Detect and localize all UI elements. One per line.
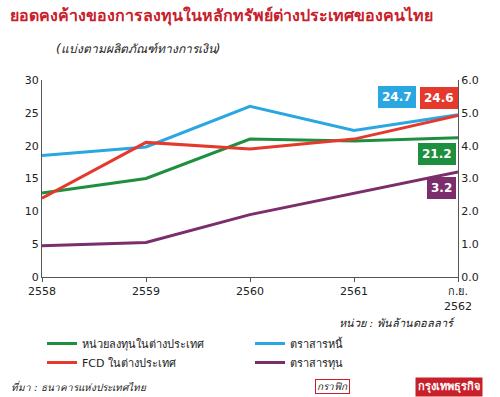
svg-text:3.2: 3.2 [431, 181, 452, 195]
svg-text:กราฟิก: กราฟิก [317, 381, 348, 392]
svg-text:15: 15 [25, 172, 39, 185]
svg-text:ตราสารหนี้: ตราสารหนี้ [290, 336, 343, 351]
svg-text:3.0: 3.0 [461, 172, 479, 185]
svg-text:20: 20 [25, 140, 39, 153]
svg-text:25: 25 [25, 107, 39, 120]
svg-text:0.0: 0.0 [461, 271, 479, 284]
svg-text:กรุงเทพธุรกิจ: กรุงเทพธุรกิจ [418, 380, 480, 394]
svg-text:6.0: 6.0 [461, 74, 479, 87]
svg-text:10: 10 [25, 205, 39, 218]
svg-text:FCD ในต่างประเทศ: FCD ในต่างประเทศ [82, 357, 176, 370]
svg-text:หน่วย : พันล้านดอลลาร์: หน่วย : พันล้านดอลลาร์ [339, 317, 456, 330]
svg-text:1.0: 1.0 [461, 238, 479, 251]
svg-text:30: 30 [25, 74, 39, 87]
svg-text:21.2: 21.2 [422, 147, 452, 161]
svg-text:24.6: 24.6 [424, 91, 454, 105]
svg-text:5: 5 [32, 238, 39, 251]
svg-text:ที่มา : ธนาคารแห่งประเทศไทย: ที่มา : ธนาคารแห่งประเทศไทย [11, 380, 147, 393]
svg-text:(แบ่งตามผลิตภัณฑ์ทางการเงิน): (แบ่งตามผลิตภัณฑ์ทางการเงิน) [56, 42, 220, 56]
svg-text:0: 0 [32, 271, 39, 284]
svg-text:2560: 2560 [236, 285, 264, 298]
svg-text:หน่วยลงทุนในต่างประเทศ: หน่วยลงทุนในต่างประเทศ [82, 338, 204, 351]
svg-text:ก.ย.2562: ก.ย.2562 [444, 285, 472, 312]
svg-text:2.0: 2.0 [461, 205, 479, 218]
svg-text:2559: 2559 [132, 285, 160, 298]
svg-text:4.0: 4.0 [461, 140, 479, 153]
svg-text:ตราสารทุน: ตราสารทุน [290, 357, 343, 370]
svg-text:2558: 2558 [28, 285, 56, 298]
svg-text:2561: 2561 [340, 285, 368, 298]
svg-text:5.0: 5.0 [461, 107, 479, 120]
svg-text:24.7: 24.7 [382, 90, 412, 104]
svg-text:ยอดคงค้างของการลงทุนในหลักทรัพ: ยอดคงค้างของการลงทุนในหลักทรัพย์ต่างประเ… [10, 6, 433, 26]
